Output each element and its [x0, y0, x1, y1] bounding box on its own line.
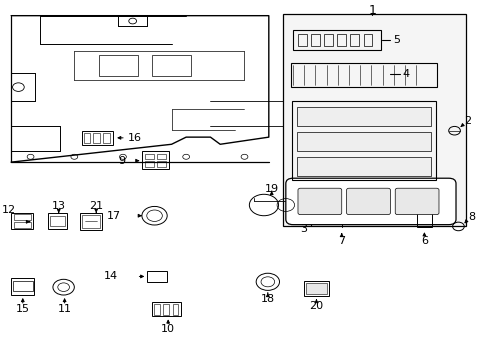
- Bar: [14, 214, 30, 220]
- Bar: [305, 283, 326, 294]
- Text: 10: 10: [161, 324, 175, 334]
- FancyBboxPatch shape: [285, 178, 455, 225]
- Bar: [157, 161, 166, 167]
- Bar: [350, 33, 359, 46]
- Text: 13: 13: [52, 201, 65, 211]
- Bar: [324, 33, 332, 46]
- Text: 15: 15: [16, 304, 30, 314]
- Text: 17: 17: [106, 211, 120, 221]
- Text: 16: 16: [127, 133, 142, 143]
- Text: 20: 20: [309, 301, 323, 311]
- Bar: [304, 281, 328, 296]
- Text: 14: 14: [104, 271, 118, 282]
- Bar: [11, 278, 34, 295]
- Bar: [292, 30, 380, 50]
- Bar: [93, 133, 100, 143]
- Bar: [363, 33, 372, 46]
- Bar: [11, 213, 33, 229]
- Text: 12: 12: [1, 205, 16, 215]
- Bar: [290, 63, 436, 87]
- FancyBboxPatch shape: [346, 188, 389, 215]
- Bar: [310, 33, 319, 46]
- Bar: [291, 102, 435, 180]
- Bar: [296, 132, 430, 152]
- Bar: [49, 216, 65, 226]
- Bar: [99, 55, 137, 76]
- Text: 11: 11: [58, 304, 71, 314]
- Text: 1: 1: [368, 4, 376, 17]
- Bar: [147, 271, 166, 282]
- Bar: [142, 152, 169, 169]
- Bar: [144, 154, 153, 159]
- Bar: [14, 222, 30, 228]
- Text: 3: 3: [300, 224, 307, 234]
- Bar: [152, 55, 191, 76]
- Bar: [47, 213, 67, 229]
- Bar: [13, 282, 32, 292]
- Bar: [296, 107, 430, 126]
- Bar: [81, 131, 113, 145]
- Bar: [163, 304, 169, 315]
- Text: 9: 9: [118, 156, 125, 166]
- Bar: [297, 33, 306, 46]
- Bar: [152, 302, 181, 316]
- Text: 5: 5: [392, 35, 399, 45]
- Bar: [82, 215, 100, 228]
- Text: 2: 2: [463, 116, 470, 126]
- Text: 6: 6: [420, 236, 427, 246]
- Bar: [172, 304, 178, 315]
- Bar: [337, 33, 346, 46]
- Bar: [416, 210, 431, 227]
- Text: 8: 8: [467, 212, 474, 222]
- Bar: [80, 213, 102, 230]
- FancyBboxPatch shape: [297, 188, 341, 215]
- Bar: [144, 161, 153, 167]
- Text: 21: 21: [89, 202, 103, 211]
- Bar: [154, 304, 160, 315]
- Text: 4: 4: [402, 69, 409, 79]
- Bar: [283, 14, 465, 226]
- Text: 7: 7: [338, 236, 345, 246]
- Text: 19: 19: [264, 184, 278, 194]
- Bar: [157, 154, 166, 159]
- Bar: [83, 133, 90, 143]
- FancyBboxPatch shape: [394, 188, 438, 215]
- Bar: [103, 133, 110, 143]
- Bar: [296, 157, 430, 176]
- Text: 18: 18: [260, 294, 274, 303]
